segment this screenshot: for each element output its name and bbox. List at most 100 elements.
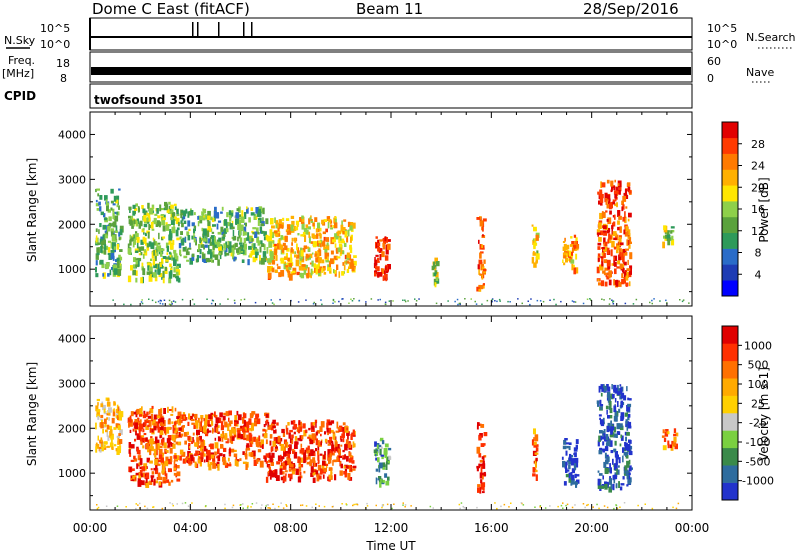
echo-cell xyxy=(313,301,315,304)
echo-cell xyxy=(613,260,616,266)
echo-cell xyxy=(255,227,259,235)
echo-cell xyxy=(191,422,195,425)
echo-cell xyxy=(187,505,190,507)
echo-cell xyxy=(214,254,219,260)
echo-cell xyxy=(378,272,383,277)
echo-cell xyxy=(95,203,100,207)
echo-cell xyxy=(172,504,174,507)
echo-cell xyxy=(171,226,176,234)
echo-cell xyxy=(279,298,281,301)
echo-cell xyxy=(148,224,151,230)
echo-cell xyxy=(270,461,274,466)
echo-cell xyxy=(628,237,632,244)
echo-cell xyxy=(611,225,614,230)
echo-cell xyxy=(153,467,157,471)
echo-cell xyxy=(257,211,262,217)
echo-cell xyxy=(310,449,314,457)
echo-cell xyxy=(603,384,605,387)
echo-cell xyxy=(240,425,244,429)
colorbar-tick-label: 28 xyxy=(751,138,765,151)
echo-cell xyxy=(146,411,149,416)
echo-cell xyxy=(211,299,214,302)
echo-cell xyxy=(203,440,206,444)
echo-cell xyxy=(134,426,137,433)
echo-cell xyxy=(153,425,157,431)
echo-cell xyxy=(341,250,345,255)
echo-cell xyxy=(297,456,301,463)
echo-cell xyxy=(204,420,208,428)
echo-cell xyxy=(459,302,461,305)
echo-cell xyxy=(215,414,218,419)
echo-cell xyxy=(628,451,633,456)
echo-cell xyxy=(284,261,286,264)
echo-cell xyxy=(626,425,629,431)
echo-cell xyxy=(321,267,323,273)
echo-cell xyxy=(179,449,184,455)
echo-cell xyxy=(608,303,611,305)
echo-cell xyxy=(494,502,496,504)
echo-cell xyxy=(193,303,196,305)
echo-cell xyxy=(132,269,136,276)
echo-cell xyxy=(106,235,108,239)
echo-cell xyxy=(242,451,245,455)
echo-cell xyxy=(260,257,265,265)
echo-cell xyxy=(605,434,609,441)
echo-cell xyxy=(667,431,670,435)
echo-cell xyxy=(115,263,119,266)
echo-cell xyxy=(317,222,321,229)
echo-cell xyxy=(149,460,153,464)
echo-cell xyxy=(205,505,207,507)
echo-cell xyxy=(264,455,267,463)
echo-cell xyxy=(298,426,303,432)
echo-cell xyxy=(221,245,223,250)
echo-cell xyxy=(312,241,317,248)
echo-cell xyxy=(217,436,221,442)
echo-cell xyxy=(97,242,100,245)
colorbar-tick-label: 16 xyxy=(751,203,765,216)
echo-cell xyxy=(226,244,230,248)
echo-cell xyxy=(115,238,118,243)
echo-cell xyxy=(196,437,200,444)
echo-cell xyxy=(617,220,620,225)
echo-cell xyxy=(614,203,618,207)
echo-cell xyxy=(151,274,154,278)
echo-cell xyxy=(157,473,161,480)
echo-cell xyxy=(220,425,224,431)
echo-cell xyxy=(226,423,230,426)
echo-cell xyxy=(160,214,165,217)
echo-cell xyxy=(483,432,488,437)
echo-cell xyxy=(335,248,339,252)
echo-cell xyxy=(118,188,121,191)
echo-cell xyxy=(597,242,602,246)
echo-cell xyxy=(562,502,564,504)
echo-cell xyxy=(137,480,142,487)
echo-cell xyxy=(125,506,127,508)
echo-cell xyxy=(234,419,237,423)
echo-cell xyxy=(261,243,265,247)
echo-cell xyxy=(200,244,205,248)
echo-cell xyxy=(219,303,221,305)
echo-cell xyxy=(483,471,486,477)
echo-cell xyxy=(159,302,162,305)
echo-cell xyxy=(457,303,459,306)
echo-cell xyxy=(294,436,298,441)
echo-cell xyxy=(224,507,226,510)
echo-cell xyxy=(334,222,338,229)
echo-cell xyxy=(344,231,348,238)
echo-cell xyxy=(598,435,601,442)
echo-cell xyxy=(624,465,628,471)
echo-cell xyxy=(113,408,115,412)
echo-cell xyxy=(517,298,519,300)
echo-cell xyxy=(243,298,246,301)
echo-cell xyxy=(178,432,181,437)
echo-cell xyxy=(388,239,391,242)
echo-cell xyxy=(137,257,142,262)
echo-cell xyxy=(616,423,621,430)
echo-cell xyxy=(314,253,319,257)
echo-cell xyxy=(204,234,206,242)
echo-cell xyxy=(435,277,439,282)
echo-cell xyxy=(223,412,226,416)
echo-cell xyxy=(244,222,247,227)
echo-cell xyxy=(536,299,539,302)
echo-cell xyxy=(296,254,300,259)
